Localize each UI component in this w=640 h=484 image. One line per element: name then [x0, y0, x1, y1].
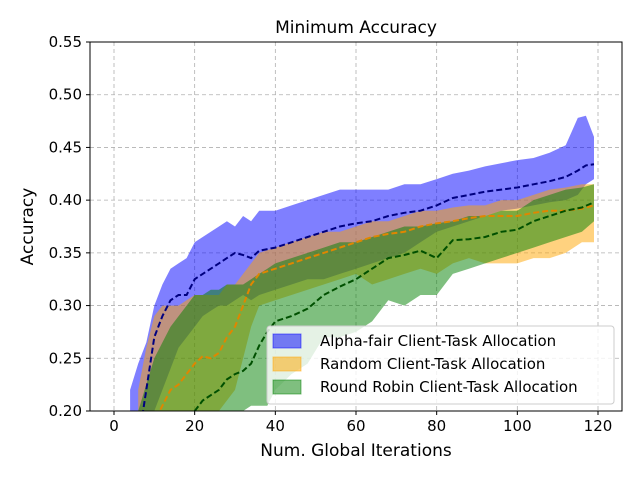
band-series-2 — [138, 184, 594, 411]
x-tick-label: 60 — [346, 417, 365, 435]
mean-line-series-0 — [142, 163, 595, 411]
mean-line-series-1 — [158, 204, 595, 411]
mean-line-layer — [142, 163, 595, 411]
x-axis-label: Num. Global Iterations — [260, 441, 452, 461]
y-axis-label: Accuracy — [18, 188, 38, 266]
y-tick-label: 0.35 — [49, 244, 82, 262]
y-tick-label: 0.45 — [49, 138, 82, 156]
y-tick-label: 0.30 — [49, 297, 82, 315]
legend-swatch-alpha-fair — [272, 333, 302, 349]
chart-title: Minimum Accuracy — [275, 18, 437, 38]
x-tick-label: 20 — [185, 417, 204, 435]
x-tick-label: 120 — [584, 417, 613, 435]
y-tick-label: 0.40 — [49, 191, 82, 209]
y-tick-label: 0.25 — [49, 349, 82, 367]
mean-line-series-2 — [193, 201, 595, 411]
x-tick-label: 80 — [427, 417, 446, 435]
legend-label-random: Random Client-Task Allocation — [320, 355, 545, 373]
y-tick-label: 0.55 — [49, 33, 82, 51]
y-tick-label: 0.50 — [49, 86, 82, 104]
y-tick-label: 0.20 — [49, 402, 82, 420]
x-tick-label: 100 — [503, 417, 532, 435]
band-layer — [130, 115, 594, 411]
x-tick-label: 0 — [109, 417, 119, 435]
legend-label-round-robin: Round Robin Client-Task Allocation — [320, 378, 578, 396]
x-tick-label: 40 — [266, 417, 285, 435]
legend-label-alpha-fair: Alpha-fair Client-Task Allocation — [320, 332, 556, 350]
legend-swatch-round-robin — [272, 379, 302, 395]
legend-swatch-random — [272, 356, 302, 372]
legend: Alpha-fair Client-Task Allocation Random… — [266, 325, 615, 405]
tick-layer: 0 20 40 60 80 100 120 0.20 0.25 0.30 0.35 0.40 0.45 0… — [49, 33, 613, 435]
legend-frame — [266, 325, 615, 405]
